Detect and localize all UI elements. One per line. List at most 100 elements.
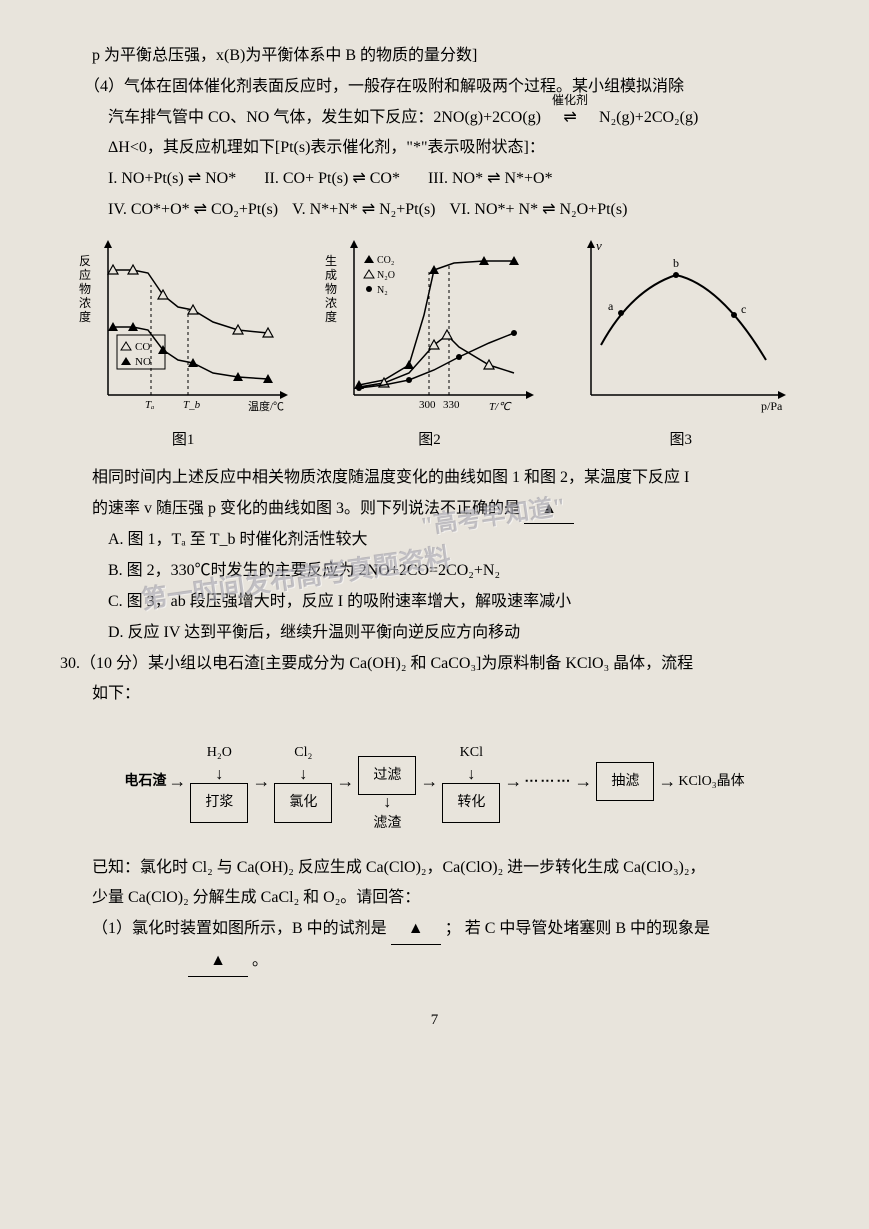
chart-2-svg: 生成 物浓度 CO₂ N₂O N₂ 300 330 T/℃ — [319, 235, 539, 425]
down-arrow-icon: ↓ — [215, 767, 223, 783]
sub1-a: （1）氯化时装置如图所示，B 中的试剂是 — [92, 920, 387, 937]
mech-4: IV. CO*+O* ⇌ CO₂+Pt(s) — [108, 196, 278, 225]
svg-text:NO: NO — [135, 356, 151, 368]
after-charts-2: 的速率 v 随压强 p 变化的曲线如图 3。则下列说法不正确的是 ▲ — [60, 495, 809, 525]
arrow-icon: → — [420, 765, 438, 797]
flow-in4: KCl — [460, 740, 483, 765]
down-arrow-icon: ↓ — [299, 767, 307, 783]
after-charts-2-text: 的速率 v 随压强 p 变化的曲线如图 3。则下列说法不正确的是 — [92, 500, 520, 517]
arrow-icon: → — [574, 765, 592, 797]
chart-1-svg: 反 应 物 浓 度 CO NO Tₐ T_b 温度/℃ — [73, 235, 293, 425]
q30-line1: 30.（10 分）某小组以电石渣[主要成分为 Ca(OH)₂ 和 CaCO₃]为… — [60, 650, 809, 679]
page-content: p 为平衡总压强，x(B)为平衡体系中 B 的物质的量分数] （4）气体在固体催… — [60, 42, 809, 1034]
sub1-b: ； 若 C 中导管处堵塞则 B 中的现象是 — [445, 920, 710, 937]
arrow-icon: → — [504, 765, 522, 797]
reaction-arrow: 催化剂 ⇌ — [545, 104, 595, 133]
arrow-icon: → — [658, 765, 676, 797]
mechanism-row2: IV. CO*+O* ⇌ CO₂+Pt(s) V. N*+N* ⇌ N₂+Pt(… — [60, 196, 809, 225]
flow-step-2: Cl₂ ↓ 氯化 — [272, 740, 334, 822]
blank-marker-3: ▲ — [210, 952, 226, 969]
known-2: 少量 Ca(ClO)₂ 分解生成 CaCl₂ 和 O₂。请回答： — [60, 884, 809, 913]
svg-text:N₂: N₂ — [377, 285, 388, 296]
flow-step-4: KCl ↓ 转化 — [440, 740, 502, 822]
svg-text:温度/℃: 温度/℃ — [248, 399, 284, 413]
flow-in1: H₂O — [207, 740, 232, 765]
arrow-icon: → — [336, 765, 354, 797]
svg-text:c: c — [741, 302, 746, 316]
svg-text:p/Pa: p/Pa — [761, 399, 783, 413]
mech-6: VI. NO*+ N* ⇌ N₂O+Pt(s) — [450, 196, 628, 225]
option-b: B. 图 2，330℃时发生的主要反应为 2NO+2CO=2CO₂+N₂ — [60, 557, 809, 586]
page-number: 7 — [60, 1007, 809, 1034]
line-p-def: p 为平衡总压强，x(B)为平衡体系中 B 的物质的量分数] — [60, 42, 809, 71]
svg-text:度: 度 — [79, 309, 91, 324]
svg-text:生: 生 — [325, 254, 337, 268]
flow-box-2: 氯化 — [274, 783, 332, 822]
svg-text:Tₐ: Tₐ — [145, 399, 154, 411]
flow-out3: 滤渣 — [373, 811, 401, 836]
chart1-caption: 图1 — [172, 427, 195, 454]
blank-marker-2: ▲ — [408, 920, 424, 937]
svg-text:CO₂: CO₂ — [377, 255, 394, 266]
catalyst-label: 催化剂 — [545, 90, 595, 112]
sub-q1-cont: ▲ 。 — [60, 947, 809, 977]
down-arrow-icon: ↓ — [383, 795, 391, 811]
blank-1: ▲ — [524, 495, 574, 525]
options-block: "高考早知道" 第一时间发布高考真题资料 A. 图 1，Tₐ 至 T_b 时催化… — [60, 526, 809, 647]
svg-text:度: 度 — [325, 309, 337, 324]
chart-2: 生成 物浓度 CO₂ N₂O N₂ 300 330 T/℃ 图2 — [319, 235, 539, 454]
known-1: 已知：氯化时 Cl₂ 与 Ca(OH)₂ 反应生成 Ca(ClO)₂，Ca(Cl… — [60, 854, 809, 883]
chart-1: 反 应 物 浓 度 CO NO Tₐ T_b 温度/℃ 图1 — [73, 235, 293, 454]
chart1-ylabel: 反 — [79, 254, 91, 268]
charts-row: 反 应 物 浓 度 CO NO Tₐ T_b 温度/℃ 图1 — [60, 235, 809, 454]
after-charts-1: 相同时间内上述反应中相关物质浓度随温度变化的曲线如图 1 和图 2，某温度下反应… — [60, 464, 809, 493]
mech-1: I. NO+Pt(s) ⇌ NO* — [108, 165, 236, 194]
svg-text:CO: CO — [135, 341, 150, 353]
period: 。 — [252, 952, 268, 969]
down-arrow-icon: ↓ — [467, 767, 475, 783]
svg-text:b: b — [673, 256, 679, 270]
flow-diagram: 电石渣 → H₂O ↓ 打浆 → Cl₂ ↓ 氯化 → 过滤 ↓ 滤渣 → KC… — [60, 724, 809, 838]
flow-step-1: H₂O ↓ 打浆 — [188, 740, 250, 822]
mech-5: V. N*+N* ⇌ N₂+Pt(s) — [292, 196, 435, 225]
svg-text:应: 应 — [79, 267, 91, 282]
flow-in2: Cl₂ — [294, 740, 312, 765]
option-c: C. 图 3，ab 段压强增大时，反应 I 的吸附速率增大，解吸速率减小 — [60, 588, 809, 617]
line-dh: ΔH<0，其反应机理如下[Pt(s)表示催化剂，"*"表示吸附状态]： — [60, 134, 809, 163]
option-d: D. 反应 IV 达到平衡后，继续升温则平衡向逆反应方向移动 — [60, 619, 809, 648]
mechanism-row1: I. NO+Pt(s) ⇌ NO* II. CO+ Pt(s) ⇌ CO* II… — [60, 165, 809, 194]
sub-q1: （1）氯化时装置如图所示，B 中的试剂是 ▲ ； 若 C 中导管处堵塞则 B 中… — [60, 915, 809, 945]
flow-box-3: 过滤 — [358, 756, 416, 795]
svg-text:v: v — [596, 238, 602, 253]
svg-text:浓: 浓 — [79, 296, 91, 310]
svg-text:物: 物 — [79, 282, 91, 296]
flow-end: KClO₃晶体 — [678, 769, 744, 794]
mech-3: III. NO* ⇌ N*+O* — [428, 165, 553, 194]
svg-text:300: 300 — [419, 399, 436, 411]
flow-box-1: 打浆 — [190, 783, 248, 822]
svg-text:330: 330 — [443, 399, 460, 411]
flow-step-3: 过滤 ↓ 滤渣 — [356, 724, 418, 838]
svg-text:物: 物 — [325, 282, 337, 296]
arrow-icon: → — [252, 765, 270, 797]
chart2-caption: 图2 — [418, 427, 441, 454]
chart-3: v a b c p/Pa 图3 — [566, 235, 796, 454]
chart-3-svg: v a b c p/Pa — [566, 235, 796, 425]
flow-dots: ⋯⋯⋯ — [524, 769, 572, 794]
mech-2: II. CO+ Pt(s) ⇌ CO* — [264, 165, 400, 194]
chart3-caption: 图3 — [670, 427, 693, 454]
svg-text:成: 成 — [325, 268, 337, 282]
flow-start: 电石渣 — [124, 769, 166, 794]
svg-text:浓: 浓 — [325, 296, 337, 310]
blank-marker-1: ▲ — [541, 500, 557, 517]
flow-box-5: 抽滤 — [596, 762, 654, 801]
arrow-icon: → — [168, 765, 186, 797]
option-a: A. 图 1，Tₐ 至 T_b 时催化剂活性较大 — [60, 526, 809, 555]
svg-text:T/℃: T/℃ — [489, 401, 512, 413]
blank-2: ▲ — [391, 915, 441, 945]
line-reaction: 汽车排气管中 CO、NO 气体，发生如下反应：2NO(g)+2CO(g) 催化剂… — [60, 104, 809, 133]
flow-box-4: 转化 — [442, 783, 500, 822]
svg-text:T_b: T_b — [183, 399, 201, 411]
reaction-prefix: 汽车排气管中 CO、NO 气体，发生如下反应：2NO(g)+2CO(g) — [108, 109, 541, 126]
reaction-suffix: N₂(g)+2CO₂(g) — [599, 109, 698, 126]
